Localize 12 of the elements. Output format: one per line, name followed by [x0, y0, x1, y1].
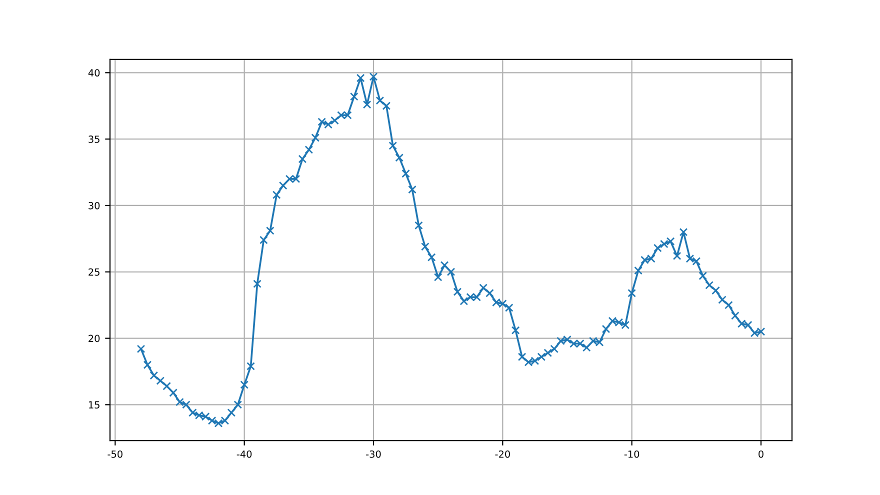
x-tick-label: -40	[236, 450, 252, 458]
x-tick-label: -30	[366, 450, 381, 458]
y-tick-label: 35	[88, 136, 100, 143]
y-tick-label: 20	[88, 334, 100, 342]
y-tick-label: 25	[88, 268, 100, 276]
y-tick-label: 40	[88, 69, 100, 77]
x-tick-label: -10	[624, 450, 640, 458]
x-tick-label: -20	[495, 450, 510, 458]
y-tick-label: 15	[88, 401, 100, 409]
y-tick-label: 30	[88, 202, 100, 210]
x-tick-label: 0	[758, 450, 764, 458]
x-tick-label: -50	[108, 450, 122, 458]
